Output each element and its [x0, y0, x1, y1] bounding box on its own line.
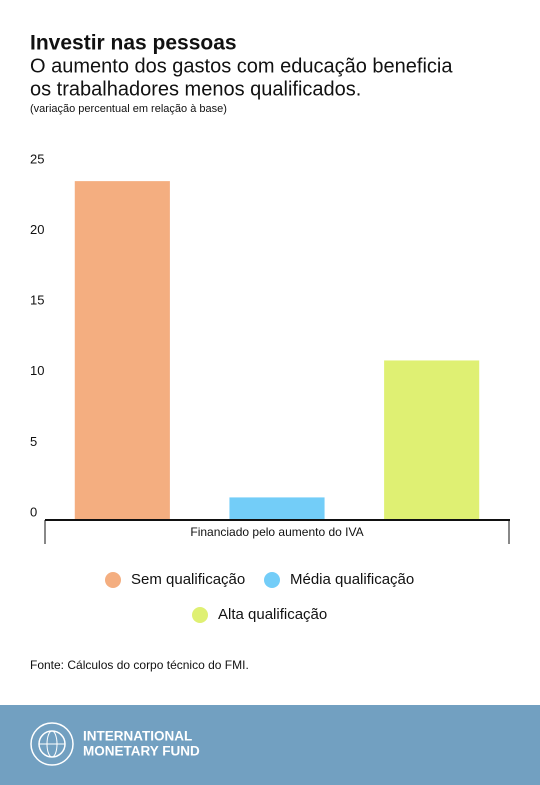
chart-subtitle: O aumento dos gastos com educação benefi… [30, 55, 453, 77]
chart-subtitle: os trabalhadores menos qualificados. [30, 78, 361, 100]
source: Fonte: Cálculos do corpo técnico do FMI. [30, 658, 249, 672]
legend-swatch [264, 572, 280, 588]
legend-label: Alta qualificação [218, 606, 327, 623]
imf-logo [30, 722, 74, 766]
bar [74, 181, 170, 520]
y-tick-label: 10 [30, 363, 44, 378]
bar [229, 497, 325, 520]
footer-text: MONETARY FUND [83, 744, 200, 759]
legend-label: Média qualificação [290, 571, 414, 588]
footer-text: INTERNATIONAL [83, 729, 192, 744]
chart-note: (variação percentual em relação à base) [30, 103, 227, 115]
x-tick-label: Financiado pelo aumento do IVA [190, 525, 363, 539]
legend-swatch [105, 572, 121, 588]
y-tick-label: 5 [30, 434, 37, 449]
y-tick-label: 25 [30, 151, 44, 166]
bar [384, 360, 480, 520]
y-tick-label: 15 [30, 293, 44, 308]
legend-label: Sem qualificação [131, 571, 245, 588]
logo-ring [30, 722, 74, 766]
y-tick-label: 0 [30, 504, 37, 519]
chart-title: Investir nas pessoas [30, 32, 237, 55]
legend-swatch [192, 607, 208, 623]
y-tick-label: 20 [30, 222, 44, 237]
footer-band [0, 705, 540, 785]
